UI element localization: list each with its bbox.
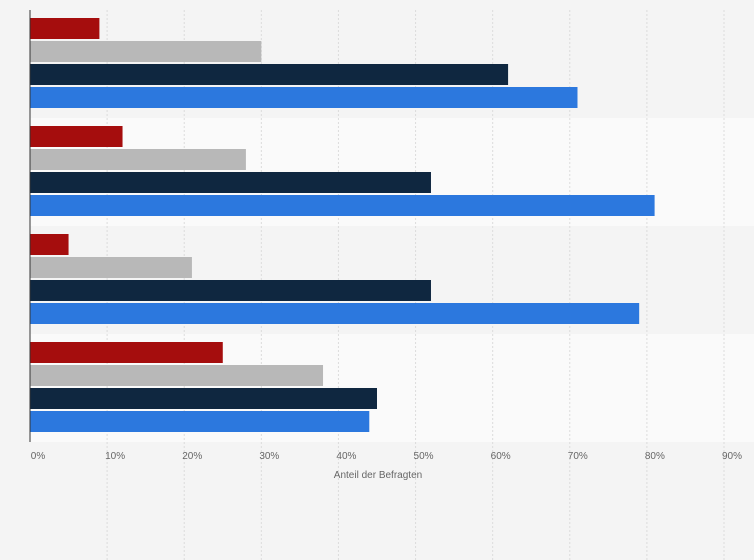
bar <box>30 18 100 39</box>
bar <box>30 280 431 301</box>
x-tick-label: 40% <box>336 451 356 462</box>
x-tick-label: 50% <box>414 451 434 462</box>
x-tick-label: 80% <box>645 451 665 462</box>
bar <box>30 342 223 363</box>
x-tick-label: 0% <box>31 451 46 462</box>
bar <box>30 411 370 432</box>
x-tick-label: 90% <box>722 451 742 462</box>
x-tick-label: 20% <box>182 451 202 462</box>
bar <box>30 234 69 255</box>
bar <box>30 303 640 324</box>
x-tick-label: 10% <box>105 451 125 462</box>
bar <box>30 257 192 278</box>
bar <box>30 365 324 386</box>
bar <box>30 149 246 170</box>
bar <box>30 126 123 147</box>
bar <box>30 388 377 409</box>
bar <box>30 41 262 62</box>
bar <box>30 87 578 108</box>
x-axis-title: Anteil der Befragten <box>334 470 422 481</box>
x-tick-label: 30% <box>259 451 279 462</box>
bar <box>30 195 655 216</box>
x-tick-label: 70% <box>568 451 588 462</box>
x-axis-ticks: 0% 10% 20% 30% 40% 50% 60% 70% 80% 90% <box>31 451 742 462</box>
bar <box>30 64 509 85</box>
bar <box>30 172 431 193</box>
bars <box>30 18 655 432</box>
x-tick-label: 60% <box>491 451 511 462</box>
